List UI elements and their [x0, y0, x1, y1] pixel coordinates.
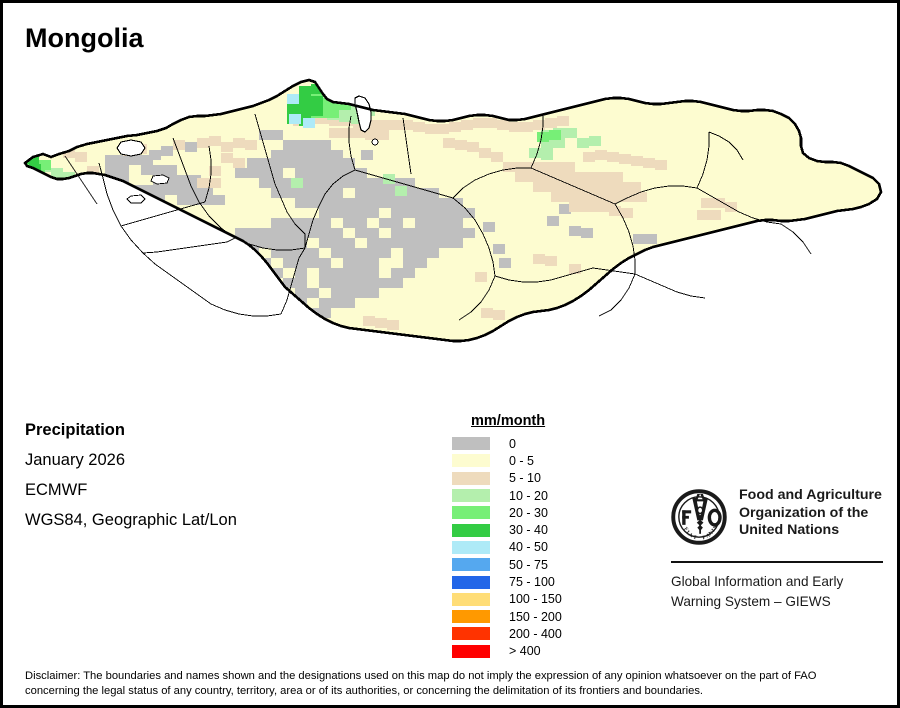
- legend-swatch: [451, 643, 491, 659]
- legend-swatch: [451, 609, 491, 625]
- lake-uvs: [116, 139, 146, 157]
- legend-swatch: [451, 574, 491, 590]
- legend-row[interactable]: 0 - 5: [451, 452, 562, 469]
- legend-label: 5 - 10: [509, 471, 541, 486]
- legend-row[interactable]: 30 - 40: [451, 521, 562, 538]
- legend-label: 20 - 30: [509, 505, 548, 520]
- disclaimer-line2: concerning the legal status of any count…: [25, 684, 704, 697]
- precipitation-map[interactable]: [3, 58, 897, 363]
- lake-khyargas: [150, 174, 170, 185]
- svg-text:F: F: [682, 526, 689, 532]
- info-projection: WGS84, Geographic Lat/Lon: [25, 511, 237, 529]
- info-period: January 2026: [25, 451, 125, 469]
- svg-text:P: P: [702, 534, 707, 541]
- legend-swatch: [451, 539, 491, 555]
- raster-class-40-50: [287, 94, 315, 128]
- svg-text:A: A: [705, 532, 711, 539]
- svg-text:I: I: [711, 528, 717, 534]
- legend-swatch: [451, 522, 491, 538]
- legend-label: 0 - 5: [509, 453, 535, 468]
- svg-text:N: N: [708, 530, 715, 537]
- fao-organization-name: Food and Agriculture Organization of the…: [739, 487, 882, 540]
- legend-row[interactable]: 10 - 20: [451, 487, 562, 504]
- svg-text:S: S: [712, 525, 719, 531]
- giews-line2: Warning System – GIEWS: [671, 594, 831, 609]
- disclaimer: Disclaimer: The boundaries and names sho…: [25, 669, 885, 698]
- legend-label: 50 - 75: [509, 557, 548, 572]
- country-outline: [23, 78, 883, 343]
- map-legend: mm/month 0 0 - 5 5 - 10 10 - 20 20 - 30 30 - …: [451, 412, 562, 660]
- legend-label: 200 - 400: [509, 626, 562, 641]
- legend-row[interactable]: 50 - 75: [451, 556, 562, 573]
- fao-name-line1: Food and Agriculture: [739, 487, 882, 503]
- fao-name-line3: United Nations: [739, 522, 840, 538]
- legend-label: 30 - 40: [509, 523, 548, 538]
- legend-swatch: [451, 557, 491, 573]
- giews-line1: Global Information and Early: [671, 574, 844, 589]
- legend-swatch: [451, 436, 491, 452]
- page-title: Mongolia: [25, 23, 144, 53]
- legend-swatch: [451, 453, 491, 469]
- legend-swatch: [451, 505, 491, 521]
- info-variable: Precipitation: [25, 421, 125, 439]
- legend-row[interactable]: 5 - 10: [451, 470, 562, 487]
- svg-text:I: I: [685, 530, 690, 536]
- legend-label: 150 - 200: [509, 609, 562, 624]
- legend-label: 0: [509, 436, 516, 451]
- legend-row[interactable]: 20 - 30: [451, 504, 562, 521]
- legend-swatch: [451, 591, 491, 607]
- lake-khar-us: [126, 194, 146, 204]
- legend-row[interactable]: 200 - 400: [451, 625, 562, 642]
- legend-label: 10 - 20: [509, 488, 548, 503]
- svg-text:A: A: [687, 532, 693, 539]
- legend-label: 100 - 150: [509, 592, 562, 607]
- disclaimer-line1: Disclaimer: The boundaries and names sho…: [25, 670, 817, 682]
- legend-rows: 0 0 - 5 5 - 10 10 - 20 20 - 30 30 - 40 40 - 50…: [451, 435, 562, 660]
- fao-logo-icon: F I A T P A N I S: [671, 489, 727, 550]
- precipitation-raster: [25, 80, 881, 341]
- legend-label: 40 - 50: [509, 540, 548, 555]
- legend-row[interactable]: 40 - 50: [451, 539, 562, 556]
- legend-title: mm/month: [471, 413, 546, 429]
- legend-swatch: [451, 626, 491, 642]
- legend-row[interactable]: 75 - 100: [451, 573, 562, 590]
- giews-name: Global Information and Early Warning Sys…: [671, 572, 883, 612]
- fao-divider: [671, 561, 883, 563]
- province-boundaries: [64, 113, 812, 321]
- legend-swatch: [451, 488, 491, 504]
- svg-text:T: T: [692, 534, 698, 541]
- legend-row[interactable]: > 400: [451, 643, 562, 660]
- info-source: ECMWF: [25, 481, 88, 499]
- fao-name-line2: Organization of the: [739, 504, 869, 521]
- legend-row[interactable]: 0: [451, 435, 562, 452]
- map-info-block: Precipitation January 2026 ECMWF WGS84, …: [25, 415, 237, 535]
- legend-row[interactable]: 150 - 200: [451, 608, 562, 625]
- legend-label: 75 - 100: [509, 575, 555, 590]
- fao-giews-block: F I A T P A N I S Food and Agriculture O…: [671, 487, 883, 612]
- legend-swatch: [451, 470, 491, 486]
- lake-buir: [371, 138, 379, 146]
- legend-label: > 400: [509, 644, 541, 659]
- lake-khuvsgul: [354, 95, 372, 133]
- legend-row[interactable]: 100 - 150: [451, 591, 562, 608]
